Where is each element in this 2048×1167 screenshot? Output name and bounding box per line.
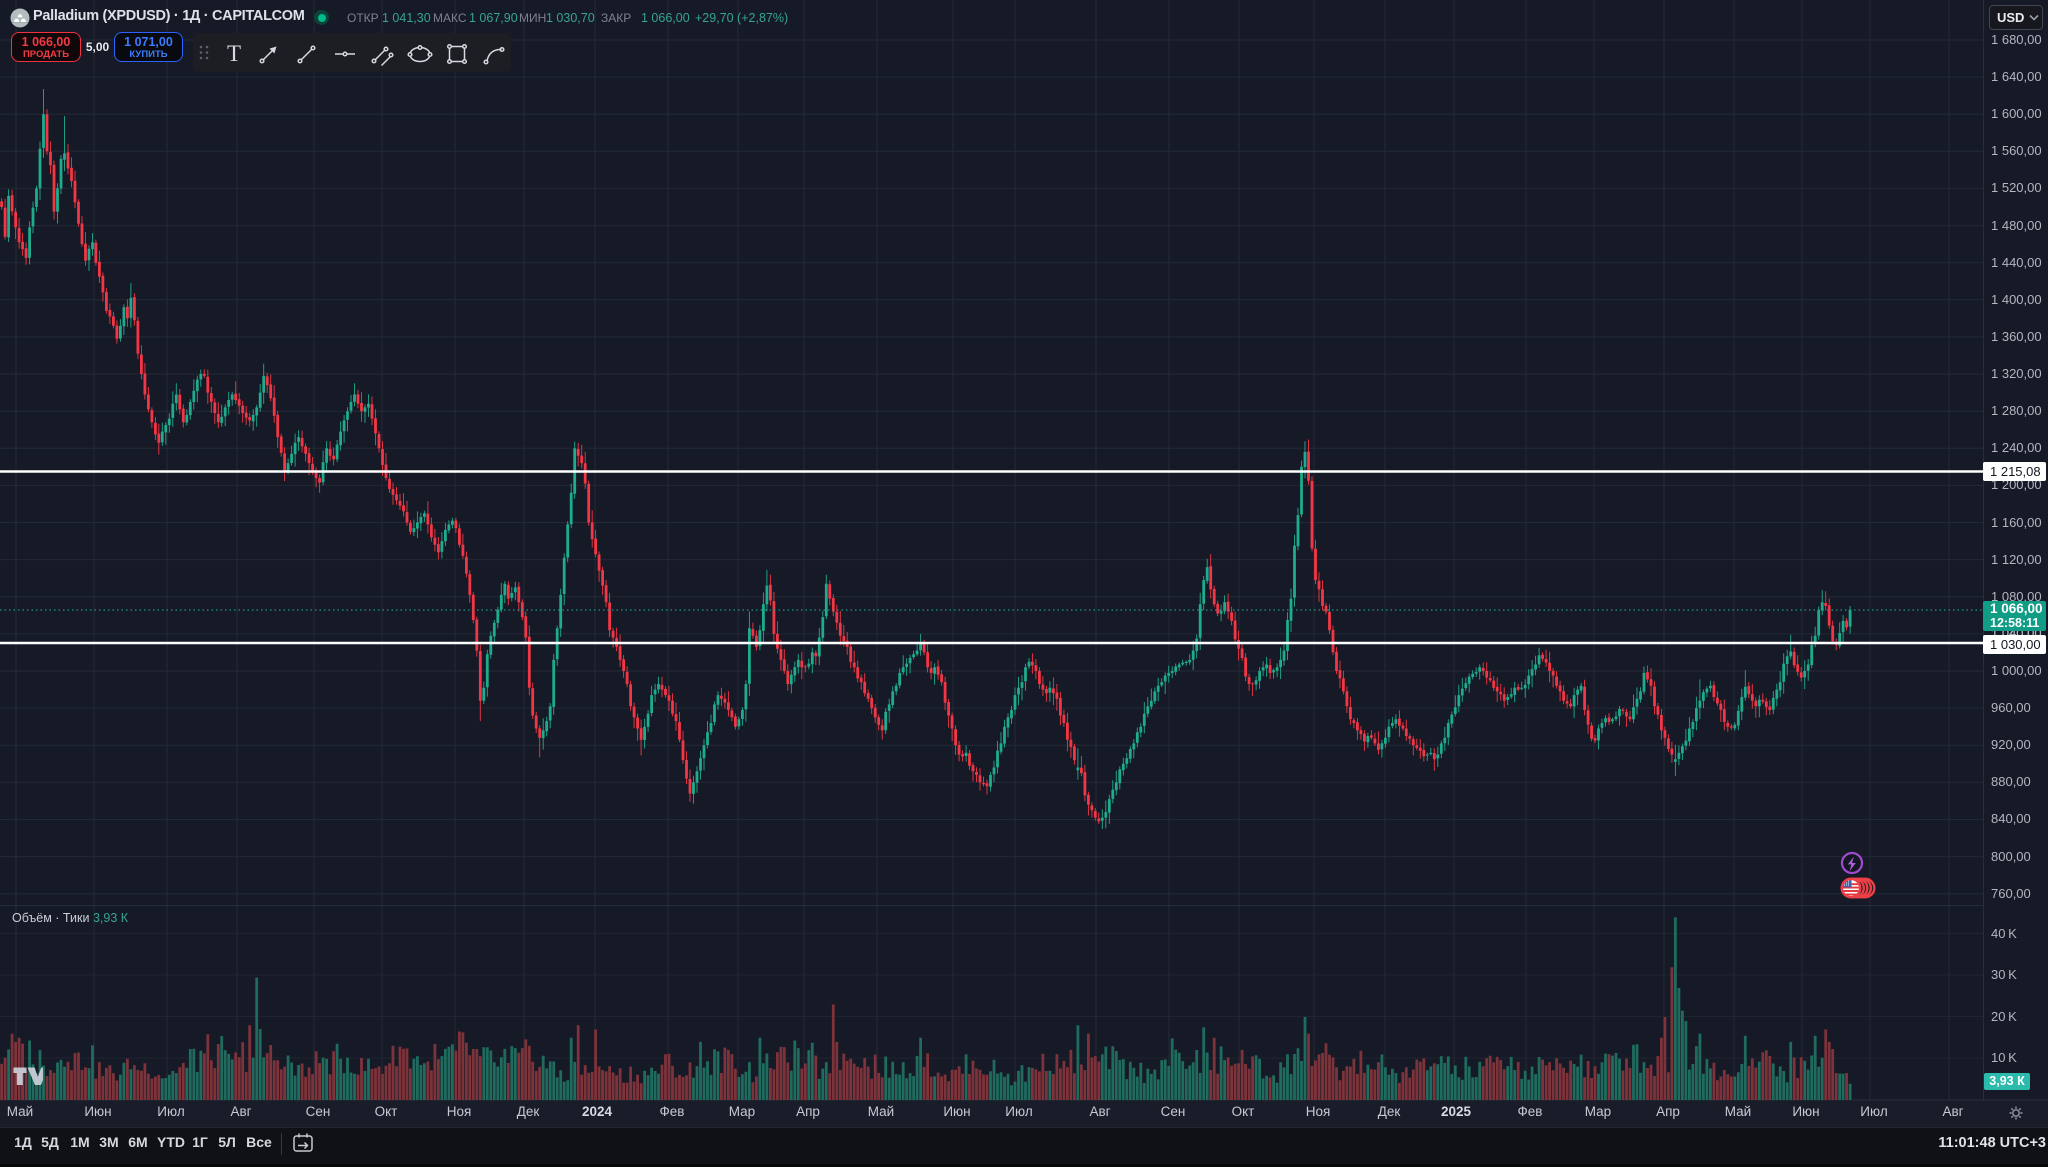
- svg-text:T: T: [227, 41, 241, 66]
